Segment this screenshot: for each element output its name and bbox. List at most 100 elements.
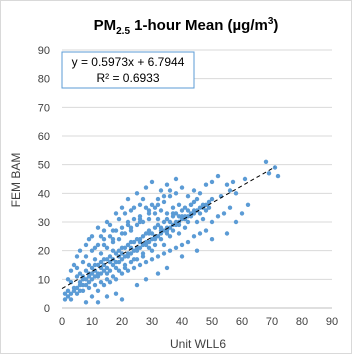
data-point [176, 214, 182, 219]
data-point [125, 242, 131, 248]
data-point [233, 191, 239, 196]
data-point [182, 225, 188, 230]
data-point [104, 245, 110, 250]
data-point [272, 165, 278, 170]
data-point [74, 285, 80, 291]
data-point [89, 248, 95, 253]
data-point [167, 234, 173, 239]
data-point [245, 202, 251, 207]
data-point [113, 277, 119, 282]
data-point [185, 194, 191, 199]
data-point [89, 294, 95, 299]
data-point [110, 228, 116, 233]
data-point [197, 191, 203, 196]
data-point [119, 231, 125, 236]
data-point [185, 239, 191, 245]
data-point [167, 219, 173, 225]
title-main: PM [94, 17, 117, 34]
data-point [68, 268, 74, 273]
data-point [143, 277, 149, 282]
data-point [74, 265, 80, 271]
data-point [131, 216, 137, 222]
data-point [101, 237, 107, 242]
data-point [155, 254, 161, 259]
x-tick-label-50: 50 [206, 316, 218, 328]
data-point [68, 291, 74, 296]
data-point [86, 237, 92, 242]
trendline-r-squared: R² = 0.6933 [96, 71, 159, 85]
data-point [146, 245, 152, 250]
data-point [167, 225, 173, 230]
data-point [110, 237, 116, 242]
data-point [98, 251, 104, 256]
data-point [83, 268, 89, 273]
data-point [104, 265, 110, 271]
data-point [65, 288, 71, 293]
data-point [83, 254, 89, 259]
data-point [83, 242, 89, 248]
data-point [62, 291, 68, 296]
data-point [176, 231, 182, 236]
data-point [179, 216, 185, 222]
data-point [188, 202, 194, 207]
data-point [119, 271, 125, 276]
data-point [80, 259, 86, 265]
data-point [134, 248, 140, 253]
data-point [77, 280, 83, 285]
data-point [140, 196, 146, 202]
data-point [173, 191, 179, 196]
data-point [98, 234, 104, 239]
data-point [128, 251, 134, 256]
data-point [170, 214, 176, 219]
data-point [179, 185, 185, 190]
data-point [161, 199, 167, 205]
data-point [146, 208, 152, 213]
data-point [107, 280, 113, 285]
data-point [83, 277, 89, 282]
data-point [119, 251, 125, 256]
data-point [71, 288, 77, 293]
data-point [89, 277, 95, 282]
data-point [74, 254, 80, 259]
y-tick-label-80: 80 [38, 74, 50, 86]
data-point [95, 288, 101, 293]
data-point [143, 205, 149, 210]
data-point [158, 208, 164, 213]
data-point [203, 202, 209, 207]
data-point [155, 216, 161, 222]
data-point [68, 297, 74, 302]
data-point [197, 231, 203, 236]
data-point [167, 188, 173, 193]
data-point [152, 211, 158, 216]
data-point [179, 242, 185, 248]
data-point [137, 219, 143, 225]
data-point [197, 211, 203, 216]
data-point [224, 231, 230, 236]
data-point [173, 176, 179, 182]
data-point [137, 245, 143, 250]
data-point [134, 257, 140, 262]
data-point [92, 257, 98, 262]
data-point [134, 191, 140, 196]
data-point [155, 202, 161, 207]
x-tick-label-80: 80 [296, 316, 308, 328]
y-tick-label-70: 70 [38, 102, 50, 114]
data-point [152, 225, 158, 230]
data-point [110, 262, 116, 268]
data-point [191, 188, 197, 193]
data-point [128, 259, 134, 265]
data-point [131, 239, 137, 245]
data-point [158, 188, 164, 193]
equation-box: y = 0.5973x + 6.7944 R² = 0.6933 [61, 51, 195, 89]
data-point [131, 205, 137, 210]
data-point [275, 173, 281, 179]
data-point [230, 179, 236, 185]
x-tick-labels: 0 10 20 30 40 50 60 70 80 90 [59, 316, 338, 328]
data-point [194, 196, 200, 202]
data-point [95, 225, 101, 230]
data-point [104, 219, 110, 225]
data-point [110, 248, 116, 253]
data-point [206, 205, 212, 210]
